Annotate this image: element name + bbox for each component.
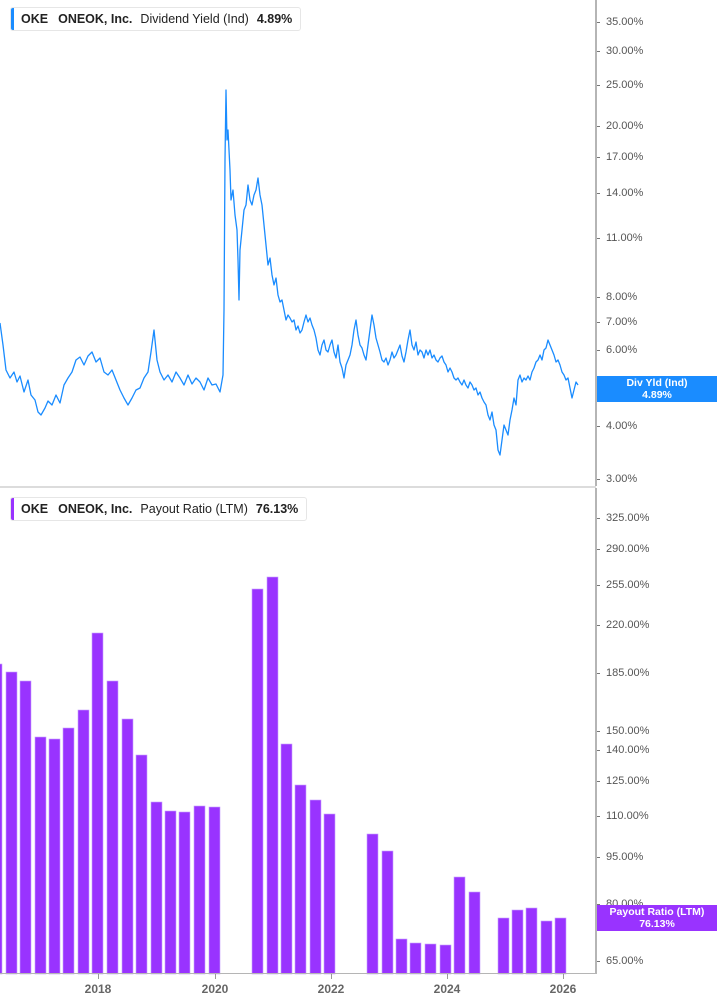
payout-ratio-value-flag: Payout Ratio (LTM) 76.13%	[597, 905, 717, 931]
metric-name: Dividend Yield (Ind)	[140, 12, 249, 26]
y-tick: 4.00%	[597, 420, 637, 432]
y-tick: 8.00%	[597, 291, 637, 303]
y-tick: 25.00%	[597, 79, 643, 91]
ticker: OKE	[21, 502, 49, 516]
company-name: ONEOK, Inc.	[58, 12, 133, 26]
y-tick: 11.00%	[597, 232, 643, 244]
y-tick: 3.00%	[597, 473, 637, 485]
flag-value: 76.13%	[639, 918, 675, 930]
company-name: ONEOK, Inc.	[58, 502, 133, 516]
series-color-swatch	[11, 498, 14, 520]
y-tick: 140.00%	[597, 744, 649, 756]
x-axis	[0, 973, 597, 974]
y-tick: 325.00%	[597, 512, 649, 524]
y-tick: 7.00%	[597, 316, 637, 328]
y-tick: 150.00%	[597, 725, 649, 737]
x-label: 2022	[317, 982, 345, 996]
y-tick: 110.00%	[597, 810, 649, 822]
bottom-y-axis	[595, 488, 597, 974]
dividend-yield-line	[0, 89, 579, 456]
payout-ratio-bar-chart	[0, 576, 567, 975]
dividend-yield-legend[interactable]: OKE ONEOK, Inc. Dividend Yield (Ind) 4.8…	[10, 7, 302, 31]
y-tick: 6.00%	[597, 344, 637, 356]
x-label: 2020	[201, 982, 229, 996]
y-tick: 125.00%	[597, 775, 649, 787]
panel-divider[interactable]	[0, 486, 596, 488]
x-tick-mark	[331, 974, 332, 979]
y-tick: 65.00%	[597, 955, 643, 967]
flag-label: Div Yld (Ind)	[626, 377, 688, 389]
dividend-yield-line-chart	[0, 89, 579, 456]
series-color-swatch	[11, 8, 14, 30]
x-label: 2024	[433, 982, 461, 996]
flag-label: Payout Ratio (LTM)	[609, 906, 705, 918]
x-label: 2026	[549, 982, 577, 996]
metric-value: 4.89%	[256, 12, 293, 26]
payout-ratio-legend[interactable]: OKE ONEOK, Inc. Payout Ratio (LTM) 76.13…	[10, 497, 308, 521]
ticker: OKE	[21, 12, 49, 26]
x-tick-mark	[447, 974, 448, 979]
y-tick: 20.00%	[597, 120, 643, 132]
x-tick-mark	[215, 974, 216, 979]
y-tick: 14.00%	[597, 187, 643, 199]
y-tick: 185.00%	[597, 667, 649, 679]
y-tick: 30.00%	[597, 45, 643, 57]
top-y-axis	[595, 0, 597, 486]
flag-value: 4.89%	[642, 389, 672, 401]
x-tick-mark	[98, 974, 99, 979]
x-tick-mark	[563, 974, 564, 979]
payout-ratio-bars	[0, 576, 567, 975]
y-tick: 255.00%	[597, 579, 649, 591]
y-tick: 290.00%	[597, 543, 649, 555]
y-tick: 35.00%	[597, 16, 643, 28]
metric-value: 76.13%	[255, 502, 299, 516]
metric-name: Payout Ratio (LTM)	[140, 502, 248, 516]
y-tick: 220.00%	[597, 619, 649, 631]
dividend-yield-value-flag: Div Yld (Ind) 4.89%	[597, 376, 717, 402]
y-tick: 95.00%	[597, 851, 643, 863]
y-tick: 17.00%	[597, 151, 643, 163]
x-label: 2018	[84, 982, 112, 996]
